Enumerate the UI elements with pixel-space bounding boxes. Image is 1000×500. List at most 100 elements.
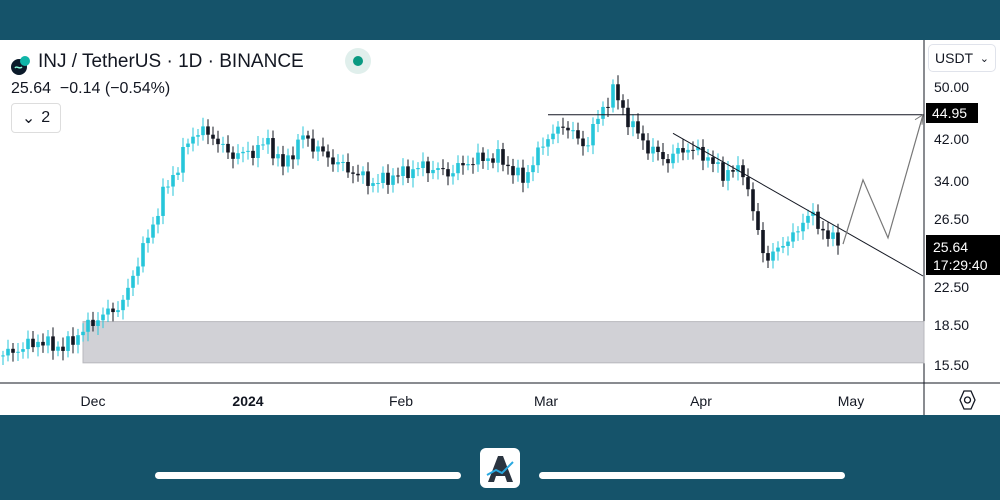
candle-body	[591, 123, 595, 146]
candle	[406, 159, 410, 184]
candle	[746, 168, 750, 197]
candle	[776, 241, 780, 261]
candle-body	[786, 241, 790, 246]
candle	[231, 146, 235, 169]
level-label-bg	[926, 103, 978, 123]
candle	[211, 126, 215, 146]
candle-body	[231, 152, 235, 159]
candle	[271, 130, 275, 166]
last-price-label-bg	[926, 235, 1000, 275]
candle	[76, 328, 80, 354]
candle-body	[376, 182, 380, 184]
candle	[766, 245, 770, 269]
candle	[151, 216, 155, 244]
candle	[761, 222, 765, 263]
candle	[596, 109, 600, 133]
candle-body	[366, 171, 370, 186]
candle	[246, 141, 250, 160]
candle-body	[36, 341, 40, 348]
candle	[501, 142, 505, 172]
candle-body	[566, 127, 570, 131]
candle-body	[236, 153, 240, 159]
candle-body	[16, 351, 20, 353]
candle-body	[61, 346, 65, 351]
candle-body	[471, 164, 475, 166]
candle-body	[201, 126, 205, 136]
indicators-toggle[interactable]: ⌄ 2	[11, 103, 61, 133]
candle	[206, 119, 210, 145]
candle-body	[141, 243, 145, 267]
candle-body	[691, 149, 695, 151]
candle	[311, 129, 315, 159]
candle	[331, 149, 335, 172]
candle-body	[111, 308, 115, 313]
candle	[361, 166, 365, 184]
candle	[641, 125, 645, 150]
candle	[806, 209, 810, 230]
symbol-title[interactable]: INJ / TetherUS · 1D · BINANCE	[38, 51, 304, 72]
candle	[226, 135, 230, 159]
candle	[196, 129, 200, 146]
candle-body	[71, 336, 75, 345]
candle-body	[561, 126, 565, 128]
candle-body	[576, 130, 580, 139]
candle-body	[796, 231, 800, 233]
candle-body	[731, 170, 735, 172]
candle-body	[241, 151, 245, 154]
currency-select[interactable]: USDT ⌄	[928, 44, 996, 72]
candle-body	[541, 146, 545, 148]
candle-body	[656, 146, 660, 153]
candle	[771, 242, 775, 269]
candle-body	[816, 211, 820, 229]
candle-body	[181, 147, 185, 173]
candle	[451, 164, 455, 185]
candle-body	[206, 126, 210, 135]
candle	[716, 153, 720, 173]
candle	[281, 145, 285, 176]
candle-body	[766, 253, 770, 261]
candle	[286, 148, 290, 173]
candle	[701, 139, 705, 171]
candle	[726, 160, 730, 191]
candle-body	[571, 130, 575, 132]
market-status[interactable]	[345, 48, 371, 74]
settings-icon[interactable]	[959, 390, 976, 410]
candle-body	[171, 174, 175, 187]
candle	[756, 203, 760, 235]
candle	[91, 311, 95, 332]
candle-body	[636, 121, 640, 134]
candle	[416, 162, 420, 177]
candle	[561, 117, 565, 135]
last-price-label: 25.64	[933, 239, 968, 255]
candle-body	[556, 126, 560, 134]
candle	[276, 146, 280, 167]
candle-body	[446, 169, 450, 177]
candle	[6, 339, 10, 362]
candle	[486, 149, 490, 171]
y-tick-label: 50.00	[934, 79, 969, 95]
candle-body	[286, 155, 290, 167]
candle-body	[476, 152, 480, 165]
y-tick-label: 15.50	[934, 357, 969, 373]
candle	[606, 97, 610, 117]
candle	[816, 204, 820, 235]
candle	[341, 154, 345, 172]
candle	[531, 156, 535, 182]
candle-body	[276, 154, 280, 159]
candle-body	[606, 106, 610, 108]
candle-body	[696, 146, 700, 151]
candle	[441, 159, 445, 176]
candle-body	[356, 173, 360, 176]
candle	[741, 159, 745, 186]
candle	[656, 140, 660, 161]
candle-body	[501, 149, 505, 165]
x-tick-label: Mar	[534, 393, 558, 409]
candle-body	[646, 140, 650, 154]
price-chart[interactable]: 50.00 42.00 34.00 26.50 22.50 18.50 15.50 Dec 20…	[0, 40, 1000, 415]
candle	[166, 179, 170, 194]
candle-body	[461, 163, 465, 166]
candle	[411, 160, 415, 188]
candle-body	[256, 144, 260, 158]
nav-bar-right	[539, 472, 845, 479]
candle	[86, 312, 90, 342]
